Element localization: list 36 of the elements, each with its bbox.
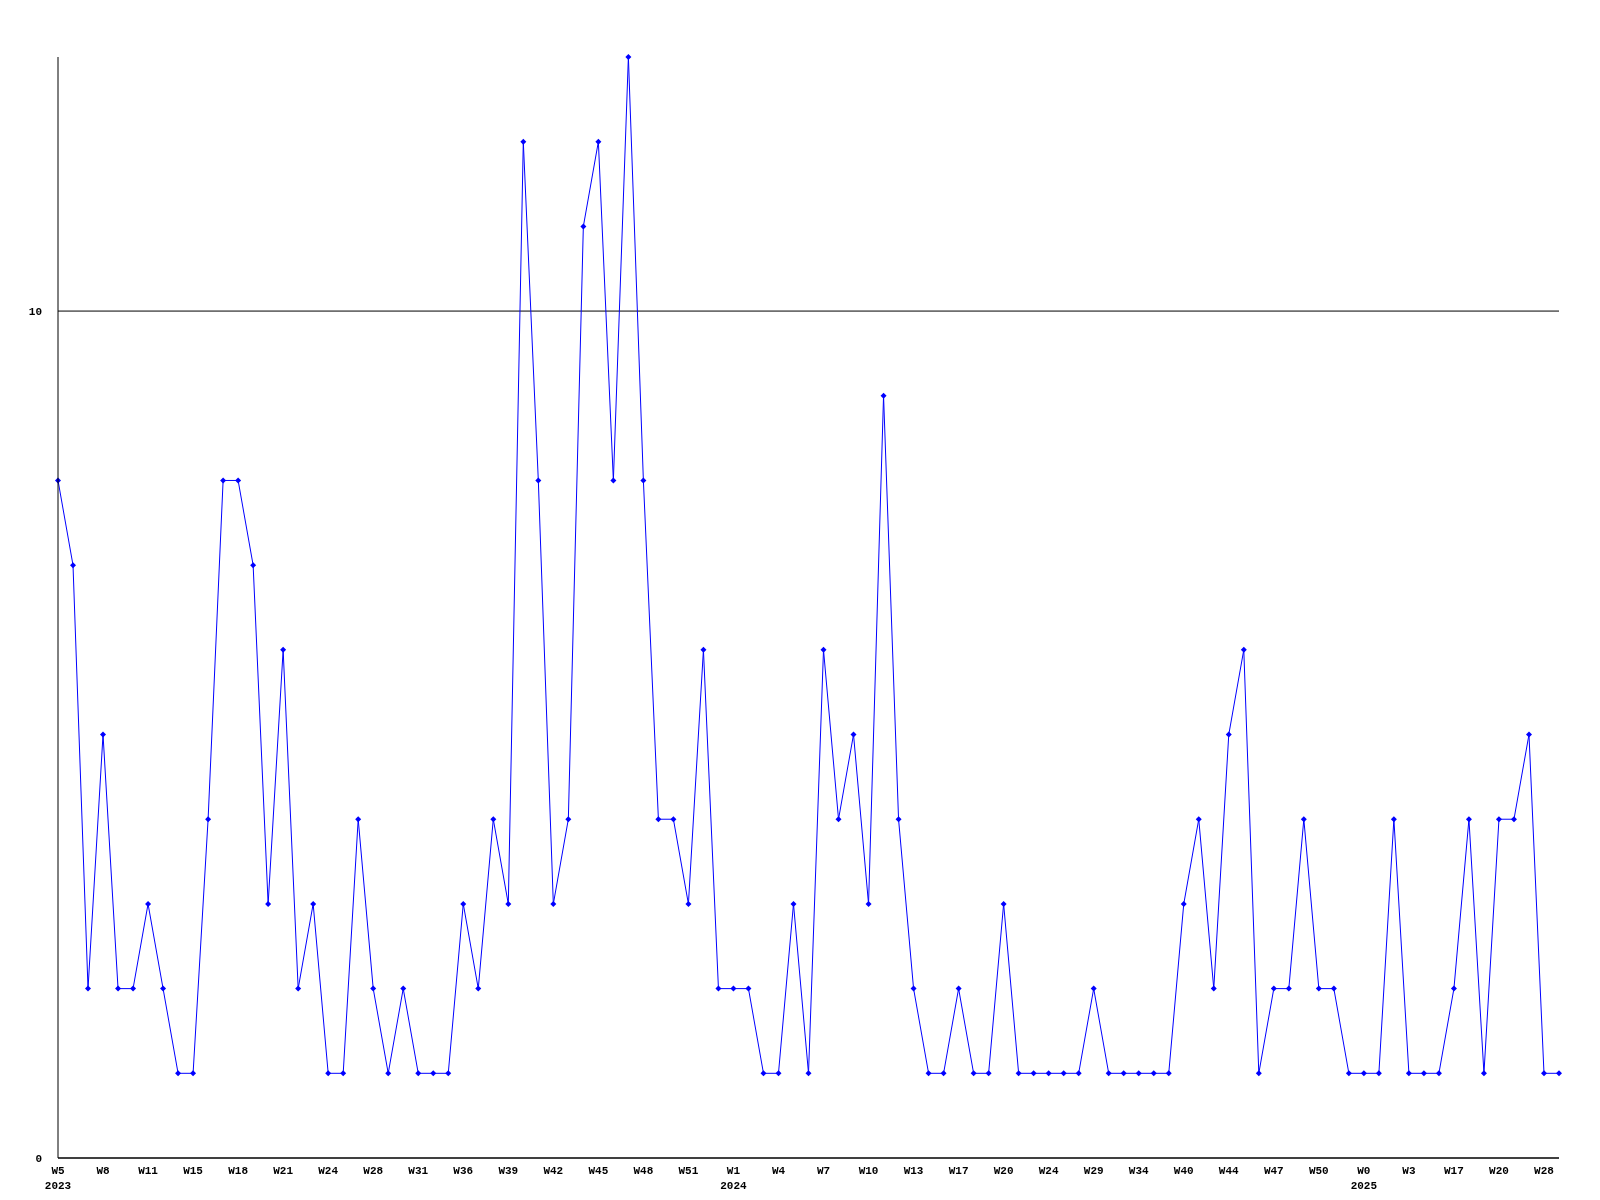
x-tick-label: W5 2023 bbox=[44, 1165, 72, 1192]
x-tick-label: W28 bbox=[363, 1165, 384, 1177]
x-tick-label: W15 bbox=[183, 1165, 204, 1177]
x-tick-label: W44 bbox=[1218, 1165, 1240, 1177]
x-tick-label: W51 bbox=[678, 1165, 699, 1177]
y-tick-label: 10 bbox=[28, 305, 42, 318]
x-tick-label: W31 bbox=[408, 1165, 429, 1177]
x-tick-label: W50 bbox=[1308, 1165, 1329, 1177]
x-tick-label: W0 2025 bbox=[1350, 1165, 1378, 1192]
x-tick-label: W36 bbox=[453, 1165, 474, 1177]
x-tick-label: W8 bbox=[96, 1165, 111, 1177]
x-tick-label: W24 bbox=[1038, 1165, 1059, 1177]
y-tick-label: 0 bbox=[35, 1152, 42, 1165]
x-tick-label: W39 bbox=[498, 1165, 519, 1177]
x-tick-label: W20 bbox=[1489, 1165, 1509, 1177]
x-tick-label: W21 bbox=[273, 1165, 294, 1177]
x-tick-label: W17 bbox=[1444, 1165, 1464, 1177]
x-tick-label: W20 bbox=[993, 1165, 1014, 1177]
x-tick-label: W48 bbox=[633, 1165, 654, 1177]
x-tick-label: W17 bbox=[948, 1165, 969, 1177]
x-tick-label: W45 bbox=[588, 1165, 609, 1177]
x-tick-label: W29 bbox=[1083, 1165, 1104, 1177]
x-tick-label: W42 bbox=[543, 1165, 564, 1177]
x-tick-label: W3 bbox=[1402, 1165, 1416, 1177]
x-tick-label: W34 bbox=[1128, 1165, 1150, 1177]
x-tick-label: W18 bbox=[228, 1165, 249, 1177]
x-tick-label: W4 bbox=[771, 1165, 786, 1177]
x-tick-label: W10 bbox=[858, 1165, 879, 1177]
x-tick-label: W28 bbox=[1534, 1165, 1555, 1177]
x-tick-label: W47 bbox=[1263, 1165, 1284, 1177]
x-tick-label: W1 2024 bbox=[720, 1165, 748, 1192]
x-tick-label: W13 bbox=[903, 1165, 924, 1177]
x-tick-label: W11 bbox=[138, 1165, 159, 1177]
x-tick-label: W24 bbox=[318, 1165, 339, 1177]
x-tick-label: W7 bbox=[816, 1165, 831, 1177]
x-tick-label: W40 bbox=[1173, 1165, 1194, 1177]
